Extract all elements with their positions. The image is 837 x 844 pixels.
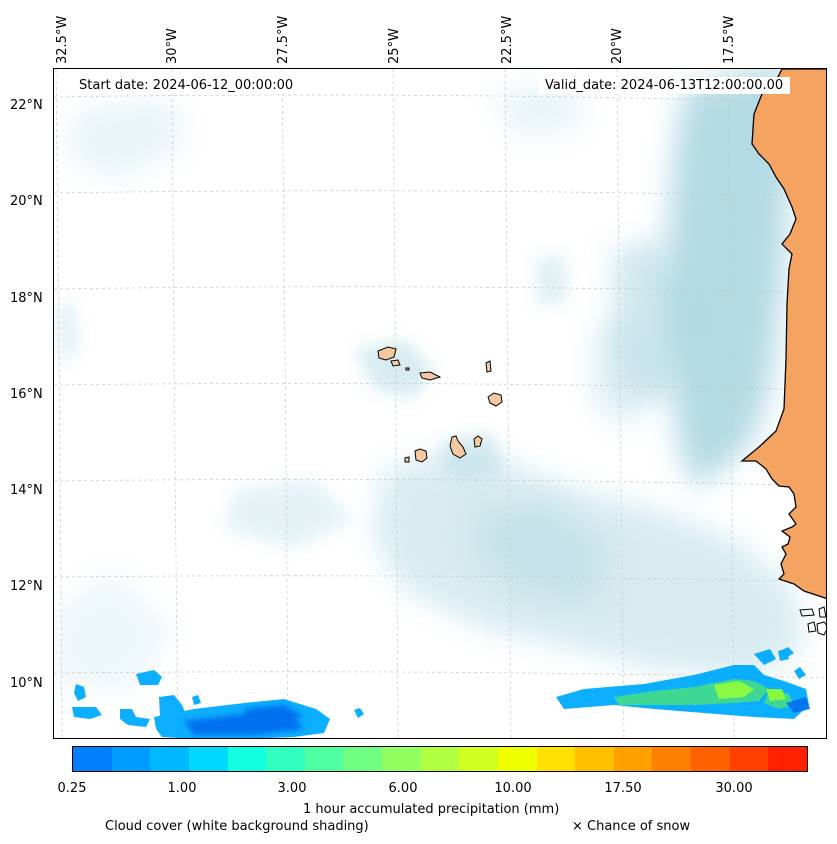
- cape-verde-islands: [377, 346, 503, 463]
- colorbar-segment: [227, 747, 267, 771]
- colorbar-tick-1.00: 1.00: [167, 781, 197, 796]
- cloud-cover-legend: Cloud cover (white background shading): [105, 819, 369, 834]
- precip-band-left: [72, 670, 364, 738]
- colorbar-tick-0.25: 0.25: [57, 781, 87, 796]
- lat-label-16n: 16°N: [10, 387, 43, 402]
- colorbar-segment: [536, 747, 576, 771]
- colorbar-segment: [150, 747, 189, 771]
- snow-legend: × Chance of snow: [572, 819, 691, 834]
- graticule: [54, 69, 826, 738]
- african-mainland: [740, 69, 826, 600]
- start-date-label: Start date: 2024-06-12_00:00:00: [72, 77, 301, 94]
- precip-band-right: [556, 647, 810, 719]
- precip-colorbar: [72, 746, 808, 772]
- lat-label-10n: 10°N: [10, 676, 43, 691]
- colorbar-segment: [575, 747, 614, 771]
- colorbar-tick-6.00: 6.00: [388, 781, 418, 796]
- colorbar-segment: [188, 747, 228, 771]
- bissagos-islands: [799, 606, 826, 636]
- colorbar-segment: [343, 747, 382, 771]
- colorbar-segment: [613, 747, 653, 771]
- lon-label-30w: 30°W: [165, 28, 180, 64]
- lon-label-27.5w: 27.5°W: [276, 15, 291, 64]
- colorbar-segment: [652, 747, 691, 771]
- map-frame[interactable]: [53, 68, 827, 739]
- lat-label-14n: 14°N: [10, 483, 43, 498]
- colorbar-segment: [111, 747, 151, 771]
- lon-label-22.5w: 22.5°W: [500, 15, 515, 64]
- lon-label-17.5w: 17.5°W: [722, 15, 737, 64]
- colorbar-tick-30.00: 30.00: [715, 781, 753, 796]
- colorbar-tick-3.00: 3.00: [277, 781, 307, 796]
- colorbar-segment: [304, 747, 344, 771]
- lon-label-25w: 25°W: [387, 28, 402, 64]
- colorbar-segment: [497, 747, 537, 771]
- lat-label-20n: 20°N: [10, 194, 43, 209]
- lat-label-12n: 12°N: [10, 579, 43, 594]
- colorbar-segment: [768, 747, 807, 771]
- colorbar-tick-10.00: 10.00: [494, 781, 532, 796]
- lat-label-18n: 18°N: [10, 291, 43, 306]
- colorbar-segment: [382, 747, 421, 771]
- colorbar-segment: [266, 747, 305, 771]
- colorbar-segment: [691, 747, 730, 771]
- valid-date-label: Valid_date: 2024-06-13T12:00:00.00: [538, 77, 791, 94]
- colorbar-segment: [459, 747, 498, 771]
- colorbar-segment: [73, 747, 112, 771]
- colorbar-tick-17.50: 17.50: [604, 781, 642, 796]
- colorbar-segment: [420, 747, 460, 771]
- lat-label-22n: 22°N: [10, 98, 43, 113]
- lon-label-20w: 20°W: [610, 28, 625, 64]
- colorbar-label: 1 hour accumulated precipitation (mm): [303, 802, 560, 817]
- lon-label-32.5w: 32.5°W: [55, 15, 70, 64]
- colorbar-segment: [729, 747, 769, 771]
